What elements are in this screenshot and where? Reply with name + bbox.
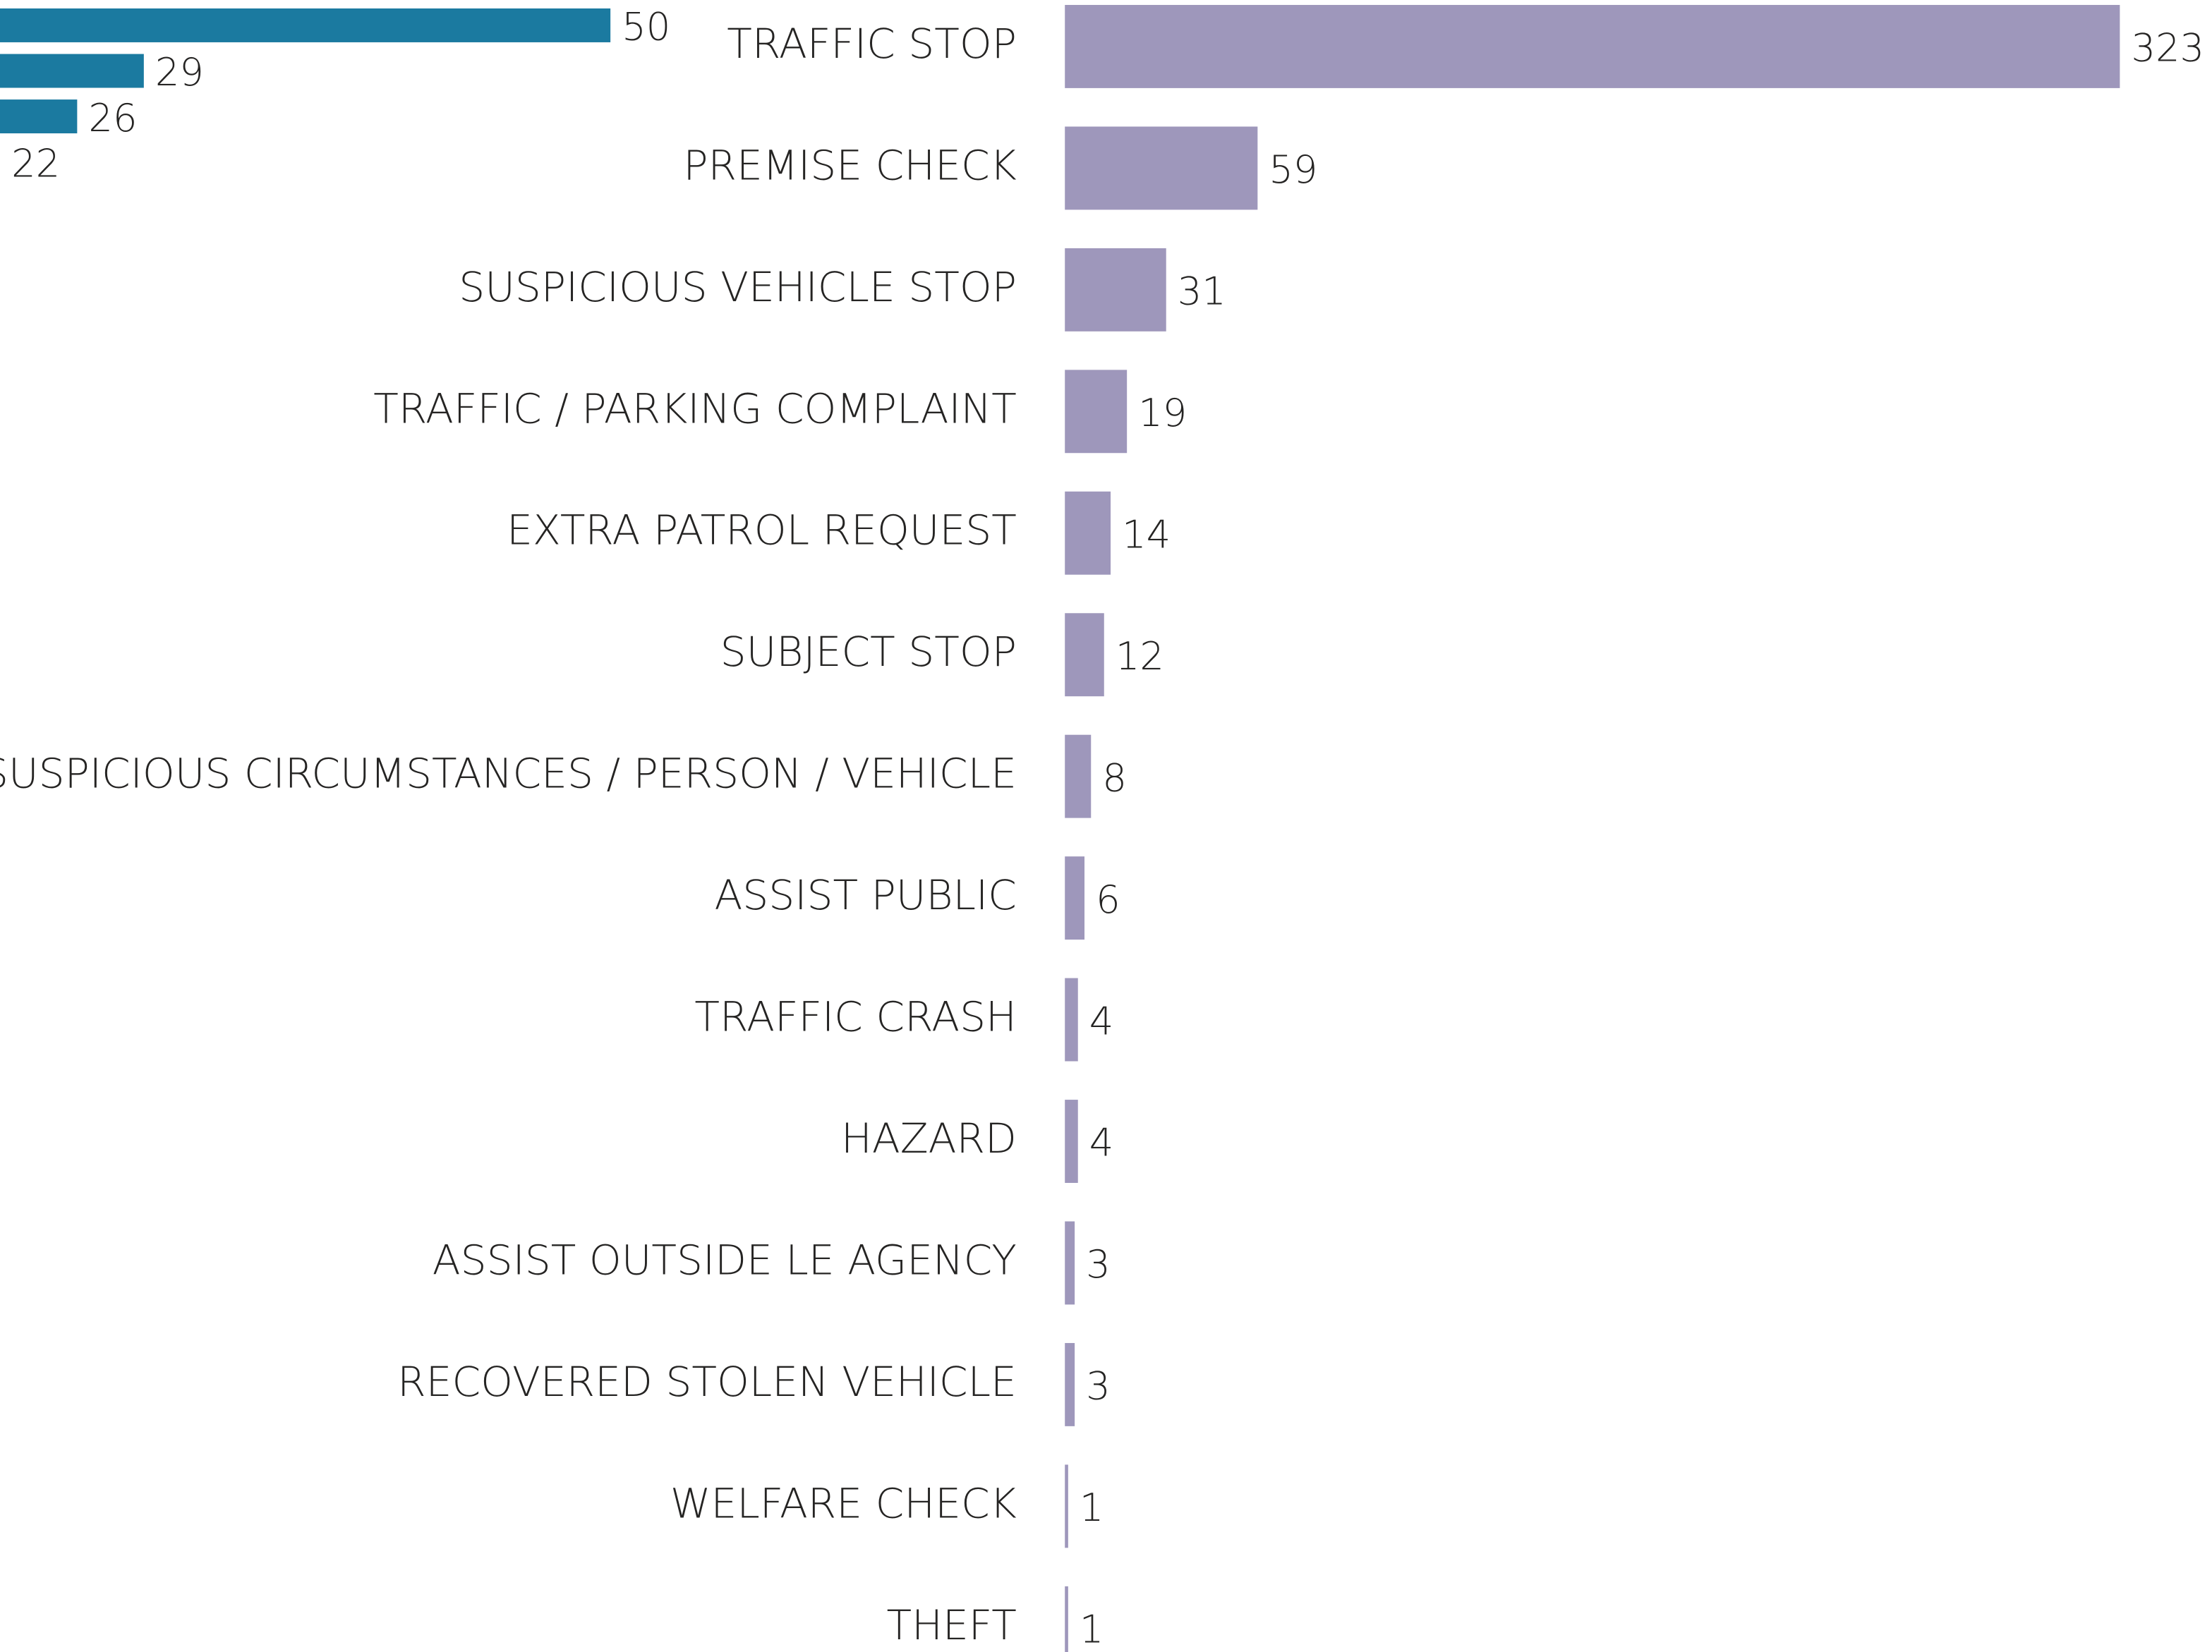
category-label: SUSPICIOUS VEHICLE STOP (459, 263, 1017, 311)
value-label: 323 (2131, 26, 2204, 71)
value-label: 31 (1178, 269, 1226, 314)
bar (1065, 491, 1111, 575)
value-label: 59 (1269, 147, 1317, 192)
bar (0, 8, 611, 42)
value-label: 4 (1089, 1121, 1114, 1165)
bar (1065, 734, 1092, 818)
category-label: HAZARD (841, 1115, 1017, 1162)
bar (1065, 613, 1104, 697)
value-label: 4 (1089, 999, 1114, 1043)
category-label: SUBJECT STOP (720, 628, 1017, 676)
value-label: 22 (11, 141, 60, 186)
value-label: 3 (1086, 1364, 1111, 1409)
category-label: ASSIST PUBLIC (714, 871, 1016, 919)
value-label: 26 (88, 96, 137, 140)
value-label: 3 (1086, 1242, 1111, 1287)
bar (1065, 126, 1258, 210)
bar (0, 54, 144, 88)
category-label: THEFT (887, 1601, 1017, 1649)
bar (1065, 856, 1084, 940)
bar (1065, 1586, 1068, 1652)
bar (0, 99, 78, 134)
value-label: 6 (1096, 877, 1120, 922)
bar (1065, 4, 2120, 88)
value-label: 19 (1138, 391, 1187, 435)
bar (1065, 1221, 1075, 1305)
category-label: PREMISE CHECK (683, 142, 1016, 190)
bar (1065, 1100, 1078, 1183)
value-label: 29 (155, 50, 204, 95)
value-label: 12 (1116, 634, 1164, 679)
value-label: 8 (1102, 756, 1127, 801)
category-label: ASSIST OUTSIDE LE AGENCY (433, 1237, 1017, 1284)
category-label: RECOVERED STOLEN VEHICLE (397, 1358, 1017, 1406)
value-label: 1 (1080, 1608, 1104, 1652)
value-label: 1 (1080, 1486, 1104, 1530)
bar (1065, 978, 1078, 1062)
value-label: 14 (1122, 513, 1171, 557)
category-label: EXTRA PATROL REQUEST (507, 506, 1017, 554)
value-label: 50 (622, 5, 670, 49)
bar (1065, 1464, 1068, 1548)
category-label: WELFARE CHECK (670, 1479, 1017, 1527)
bar (1065, 370, 1128, 454)
category-label: TRAFFIC CRASH (694, 993, 1017, 1041)
category-label: SUSPICIOUS CIRCUMSTANCES / PERSON / VEHI… (0, 750, 1017, 798)
category-label: TRAFFIC STOP (727, 20, 1017, 68)
bar (1065, 1342, 1075, 1426)
bar (1065, 248, 1166, 332)
category-label: TRAFFIC / PARKING COMPLAINT (373, 384, 1017, 432)
